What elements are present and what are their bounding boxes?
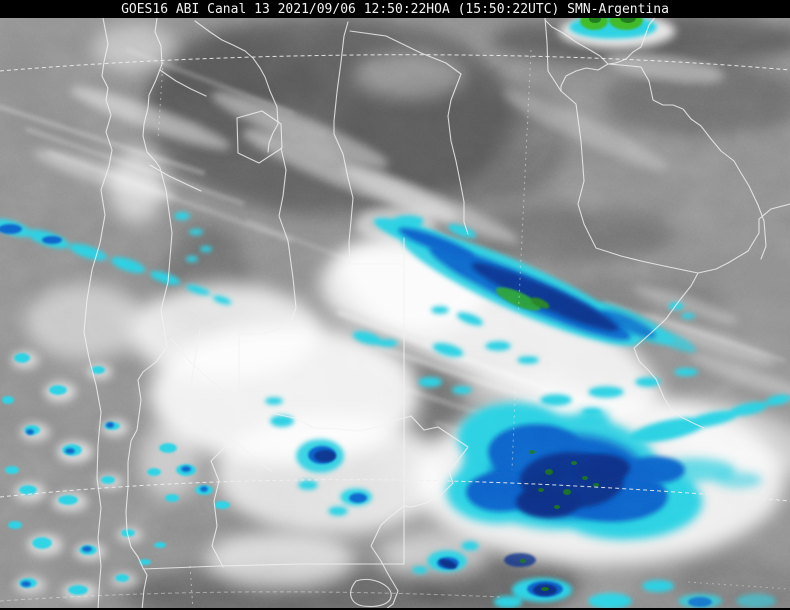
border-chile-argentina (83, 18, 113, 608)
river-parana-coast (544, 18, 790, 274)
border-corrientes-north (607, 18, 656, 65)
river-colorado (238, 412, 469, 508)
meridian-line-west (157, 61, 164, 141)
border-salta-east (194, 20, 279, 153)
latitude-line-north (0, 54, 790, 72)
sensor-speckle-overlay (0, 18, 790, 608)
latitude-line-south (0, 479, 790, 502)
border-catamarca-cordoba (239, 147, 297, 335)
river-paraguay (447, 73, 469, 235)
meridian-line-southwest (189, 565, 194, 608)
title-text: GOES16 ABI Canal 13 2021/09/06 12:50:22H… (121, 1, 669, 17)
river-pilcomayo (385, 35, 462, 75)
coast-lagoon-loop (350, 578, 392, 608)
border-lapampa-south (142, 563, 405, 570)
border-sanluis-west (187, 329, 272, 472)
map-borders-layer (83, 18, 790, 608)
border-salta-chaco (349, 30, 387, 37)
border-mendoza-south (210, 423, 240, 568)
border-santiago-santafe (333, 21, 354, 265)
border-sanluis-diagonal (170, 337, 240, 413)
latlon-grid-layer (0, 49, 790, 608)
border-corrientes-west (560, 63, 609, 92)
latitude-line-bottom-right (687, 581, 790, 590)
satellite-image (0, 18, 790, 610)
coast-buenosaires (633, 272, 705, 429)
border-corrientes-top (544, 19, 609, 65)
border-salta-segment-b (149, 164, 202, 192)
satellite-canvas (0, 18, 790, 608)
river-uruguay-arc (607, 63, 767, 260)
border-salta-segment-a (159, 69, 207, 97)
coast-rionegro (370, 505, 405, 608)
title-bar: GOES16 ABI Canal 13 2021/09/06 12:50:22H… (0, 0, 790, 18)
latitude-line-bottom (0, 591, 501, 602)
border-tucuman (236, 110, 283, 164)
border-andes-provinces (125, 18, 173, 608)
